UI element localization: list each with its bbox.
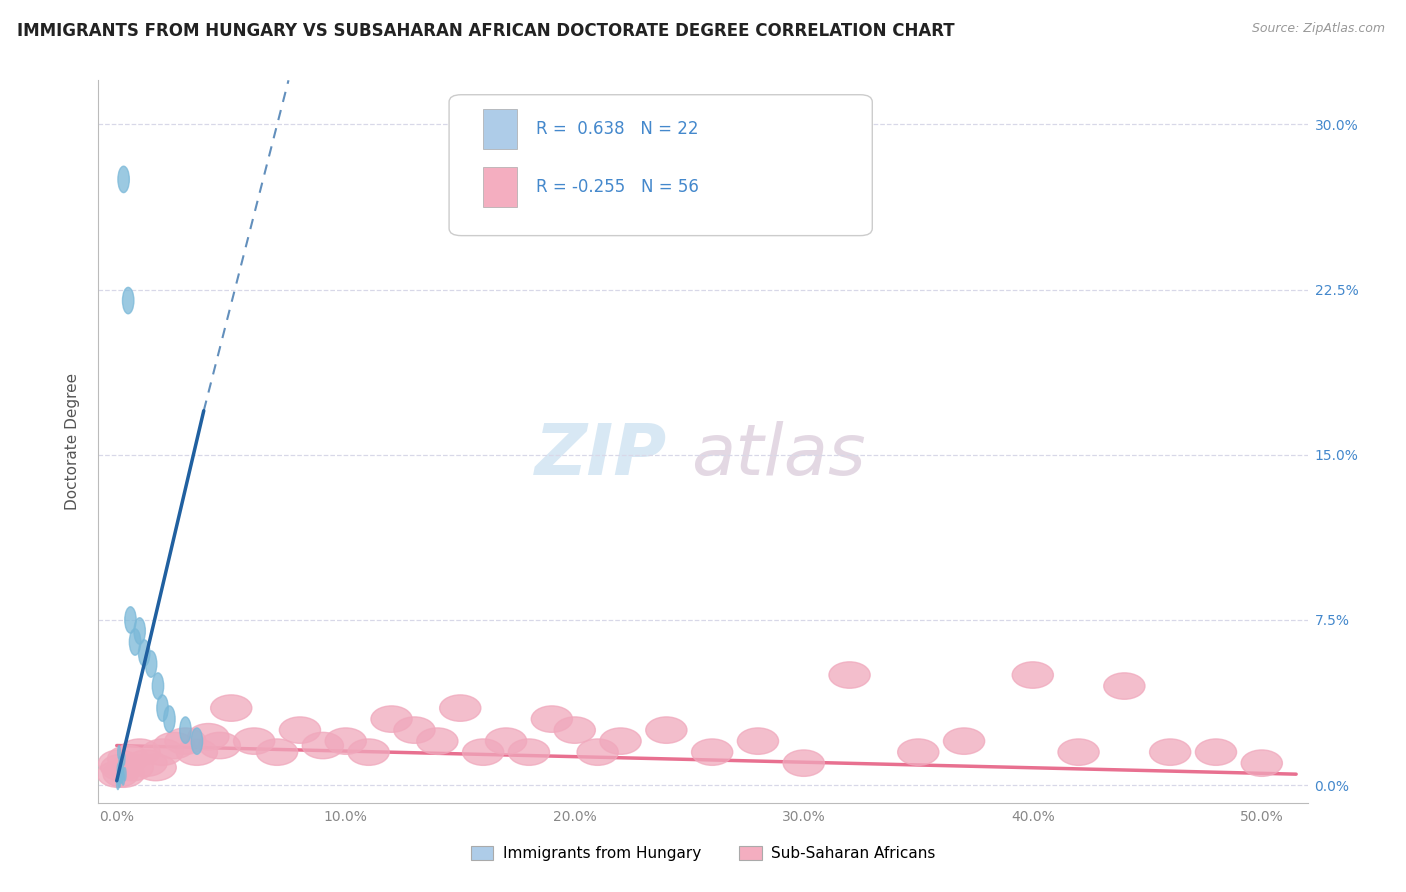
Ellipse shape [280, 717, 321, 743]
FancyBboxPatch shape [482, 167, 517, 207]
Ellipse shape [783, 750, 824, 776]
Ellipse shape [1057, 739, 1099, 765]
Ellipse shape [943, 728, 984, 755]
Ellipse shape [129, 629, 141, 656]
Ellipse shape [1241, 750, 1282, 776]
Ellipse shape [302, 732, 343, 759]
Ellipse shape [416, 728, 458, 755]
Ellipse shape [120, 739, 160, 765]
FancyBboxPatch shape [482, 109, 517, 149]
Ellipse shape [233, 728, 274, 755]
Ellipse shape [122, 752, 125, 765]
Ellipse shape [830, 662, 870, 689]
Ellipse shape [122, 772, 125, 785]
Y-axis label: Doctorate Degree: Doctorate Degree [65, 373, 80, 510]
Ellipse shape [485, 728, 527, 755]
Ellipse shape [103, 761, 145, 788]
Ellipse shape [600, 728, 641, 755]
Ellipse shape [176, 739, 218, 765]
Ellipse shape [124, 767, 127, 780]
Ellipse shape [122, 287, 134, 314]
Ellipse shape [531, 706, 572, 732]
Text: atlas: atlas [690, 422, 866, 491]
Ellipse shape [118, 756, 121, 770]
Ellipse shape [121, 770, 124, 783]
Ellipse shape [121, 765, 124, 779]
Ellipse shape [1150, 739, 1191, 765]
Ellipse shape [180, 717, 191, 743]
Ellipse shape [120, 761, 122, 774]
Ellipse shape [554, 717, 595, 743]
Ellipse shape [1012, 662, 1053, 689]
Ellipse shape [101, 755, 142, 780]
Ellipse shape [117, 764, 120, 776]
Legend: Immigrants from Hungary, Sub-Saharan Africans: Immigrants from Hungary, Sub-Saharan Afr… [464, 840, 942, 867]
Ellipse shape [645, 717, 688, 743]
Ellipse shape [737, 728, 779, 755]
Ellipse shape [394, 717, 434, 743]
Ellipse shape [157, 695, 169, 722]
Ellipse shape [349, 739, 389, 765]
Ellipse shape [325, 728, 367, 755]
Ellipse shape [191, 728, 202, 755]
Ellipse shape [98, 750, 139, 776]
Ellipse shape [112, 755, 153, 780]
Ellipse shape [576, 739, 619, 765]
Ellipse shape [200, 732, 240, 759]
Ellipse shape [163, 706, 176, 732]
Ellipse shape [692, 739, 733, 765]
Ellipse shape [152, 673, 163, 699]
Ellipse shape [165, 728, 207, 755]
Ellipse shape [127, 750, 167, 776]
Ellipse shape [440, 695, 481, 722]
Ellipse shape [142, 739, 183, 765]
Ellipse shape [97, 761, 139, 788]
Ellipse shape [117, 776, 120, 789]
Ellipse shape [135, 755, 176, 780]
Ellipse shape [118, 767, 121, 780]
Ellipse shape [117, 772, 120, 785]
Ellipse shape [118, 761, 121, 774]
Text: R =  0.638   N = 22: R = 0.638 N = 22 [536, 120, 699, 138]
Ellipse shape [371, 706, 412, 732]
Ellipse shape [1104, 673, 1144, 699]
Ellipse shape [188, 723, 229, 750]
Ellipse shape [153, 732, 194, 759]
Text: ZIP: ZIP [534, 422, 666, 491]
Ellipse shape [108, 746, 149, 772]
Ellipse shape [145, 651, 157, 677]
Text: Source: ZipAtlas.com: Source: ZipAtlas.com [1251, 22, 1385, 36]
Ellipse shape [139, 640, 150, 666]
Ellipse shape [120, 770, 122, 783]
Ellipse shape [134, 618, 145, 644]
Ellipse shape [118, 746, 121, 759]
Ellipse shape [120, 756, 122, 770]
Ellipse shape [118, 774, 121, 788]
FancyBboxPatch shape [449, 95, 872, 235]
Ellipse shape [897, 739, 939, 765]
Text: IMMIGRANTS FROM HUNGARY VS SUBSAHARAN AFRICAN DOCTORATE DEGREE CORRELATION CHART: IMMIGRANTS FROM HUNGARY VS SUBSAHARAN AF… [17, 22, 955, 40]
Text: R = -0.255   N = 56: R = -0.255 N = 56 [536, 178, 699, 196]
Ellipse shape [256, 739, 298, 765]
Ellipse shape [118, 166, 129, 193]
Ellipse shape [509, 739, 550, 765]
Ellipse shape [1195, 739, 1237, 765]
Ellipse shape [125, 607, 136, 633]
Ellipse shape [211, 695, 252, 722]
Ellipse shape [463, 739, 503, 765]
